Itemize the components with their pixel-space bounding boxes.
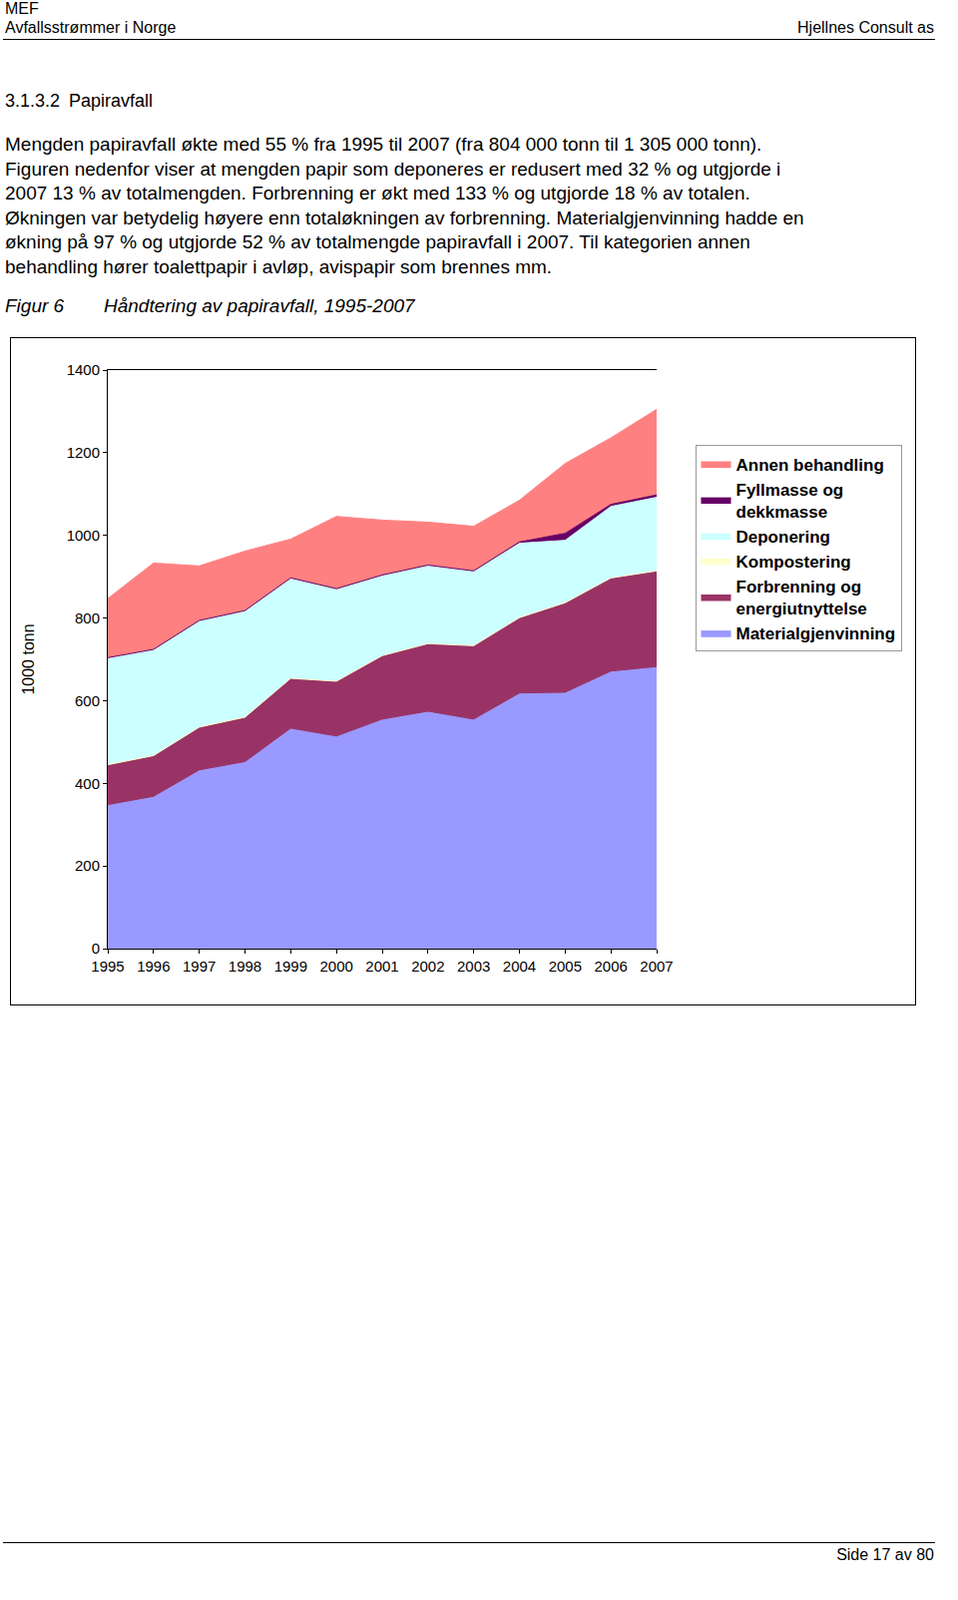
html-text:Papiravfall: Papiravfall (68, 90, 153, 111)
html-text:økning på 97 % og utgjorde 52: økning på 97 % og utgjorde 52 % av total… (4, 231, 751, 253)
html-text:Økningen var betydelig høyere: Økningen var betydelig høyere enn totalø… (4, 207, 804, 229)
svg-text:Fyllmasse ogdekkmasse: Fyllmasse ogdekkmasse (736, 480, 845, 522)
svg-text:1000: 1000 (66, 526, 100, 544)
svg-text:Deponering: Deponering (736, 527, 831, 547)
svg-text:200: 200 (74, 857, 100, 875)
html-text:2007 13 % av totalmengden. For: 2007 13 % av totalmengden. Forbrenning e… (4, 182, 751, 204)
svg-text:1000 tonn: 1000 tonn (19, 623, 37, 695)
html-text:Hjellnes Consult as: Hjellnes Consult as (797, 18, 935, 36)
svg-text:2002: 2002 (411, 958, 445, 975)
html-text:Mengden papiravfall økte med 5: Mengden papiravfall økte med 55 % fra 19… (4, 133, 762, 155)
svg-text:Forbrenning ogenergiutnyttelse: Forbrenning ogenergiutnyttelse (736, 577, 868, 619)
html-text:Side 17 av 80: Side 17 av 80 (836, 1546, 935, 1564)
svg-text:Materialgjenvinning: Materialgjenvinning (736, 624, 897, 644)
svg-text:2006: 2006 (593, 958, 627, 975)
svg-text:600: 600 (74, 692, 100, 710)
svg-text:2004: 2004 (502, 958, 536, 975)
svg-text:1998: 1998 (228, 958, 262, 975)
html-text:Figuren nedenfor viser at meng: Figuren nedenfor viser at mengden papir … (4, 158, 781, 180)
svg-text:400: 400 (74, 775, 100, 793)
svg-text:0: 0 (91, 940, 100, 958)
html-text:behandling hører toalettpapir: behandling hører toalettpapir i avløp, a… (4, 256, 552, 278)
svg-text:Annen behandling: Annen behandling (736, 456, 885, 476)
svg-text:1400: 1400 (66, 361, 100, 379)
html-text:Håndtering av papiravfall, 199: Håndtering av papiravfall, 1995-2007 (103, 295, 415, 317)
html-text:Figur 6: Figur 6 (4, 295, 64, 317)
svg-text:2007: 2007 (639, 958, 673, 975)
svg-text:1200: 1200 (66, 444, 100, 462)
svg-text:2003: 2003 (457, 958, 490, 975)
svg-text:1997: 1997 (182, 958, 216, 975)
svg-text:2001: 2001 (365, 958, 399, 975)
svg-text:2005: 2005 (548, 958, 582, 975)
svg-text:1995: 1995 (90, 958, 124, 975)
html-text:MEF: MEF (4, 0, 39, 17)
html-text:Avfallsstrømmer i Norge: Avfallsstrømmer i Norge (4, 18, 176, 36)
svg-text:2000: 2000 (319, 958, 353, 975)
svg-text:Kompostering: Kompostering (736, 552, 852, 572)
svg-text:1996: 1996 (136, 958, 170, 975)
svg-text:1999: 1999 (274, 958, 308, 975)
html-text:3.1.3.2: 3.1.3.2 (4, 90, 60, 111)
svg-text:800: 800 (74, 609, 100, 627)
